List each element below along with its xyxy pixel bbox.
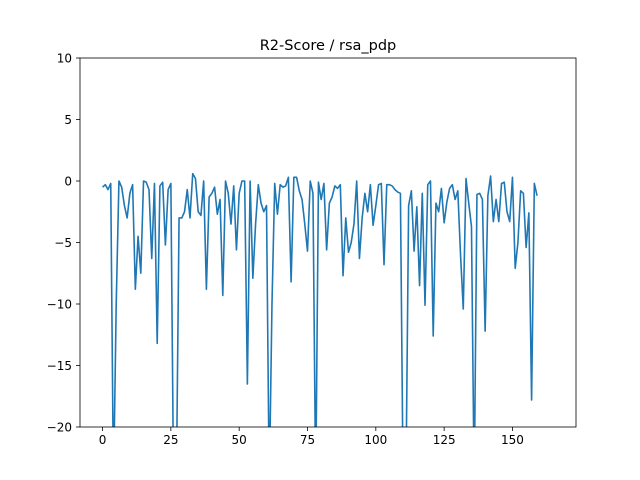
x-tick-label: 0 — [99, 433, 107, 447]
y-tick-label: −15 — [47, 359, 72, 373]
x-tick-label: 150 — [501, 433, 524, 447]
y-tick-label: 10 — [57, 52, 72, 66]
series-line-0 — [102, 172, 538, 427]
chart-title: R2-Score / rsa_pdp — [260, 38, 397, 54]
x-tick-label: 50 — [232, 433, 247, 447]
x-tick-label: 100 — [364, 433, 387, 447]
y-tick-label: −10 — [47, 298, 72, 312]
y-tick-label: 0 — [64, 175, 72, 189]
y-tick-label: 5 — [64, 113, 72, 127]
y-tick-label: −20 — [47, 421, 72, 435]
x-tick-label: 125 — [433, 433, 456, 447]
x-tick-label: 25 — [163, 433, 178, 447]
x-tick-label: 75 — [300, 433, 315, 447]
plot-area: 0 25 50 75 100 125 150 −20 −15 −10 −5 0 5 10 — [47, 52, 577, 447]
y-tick-label: −5 — [54, 236, 72, 250]
